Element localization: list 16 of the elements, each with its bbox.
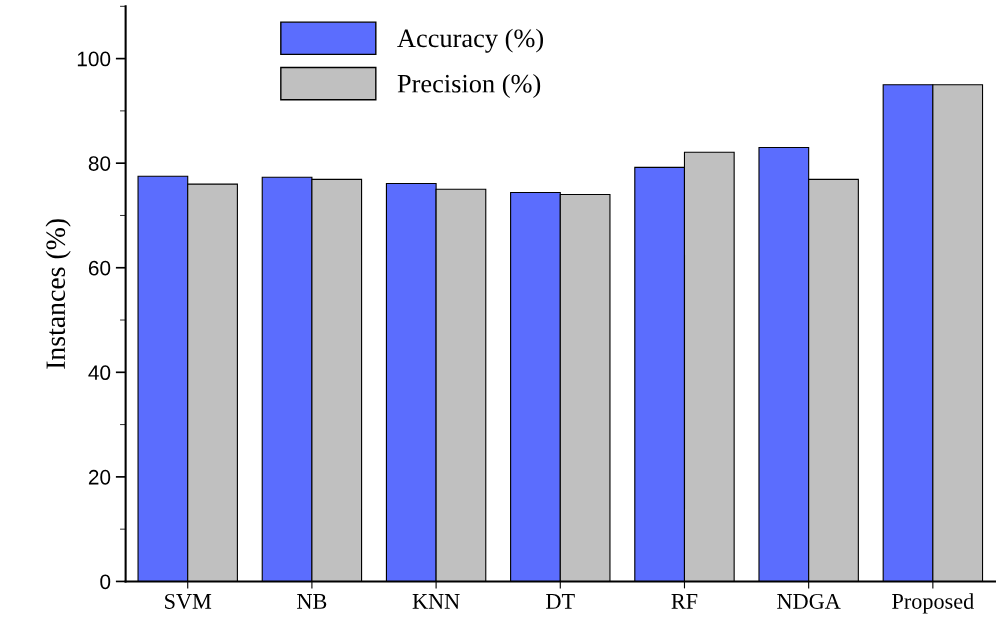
y-tick-label: 0 bbox=[100, 574, 111, 590]
x-tick-label: NDGA bbox=[777, 593, 841, 609]
y-tick-label: 20 bbox=[88, 469, 111, 485]
x-tick-label: Proposed bbox=[892, 593, 974, 614]
y-tick-label: 40 bbox=[88, 365, 111, 381]
x-tick-label: DT bbox=[546, 594, 575, 609]
y-axis-title: Instances (%) bbox=[45, 219, 71, 369]
x-tick-label: KNN bbox=[412, 594, 460, 609]
y-tick-label: 60 bbox=[88, 260, 111, 276]
legend-label: Precision (%) bbox=[397, 74, 541, 98]
x-tick-label: RF bbox=[671, 594, 698, 609]
legend-label: Accuracy (%) bbox=[397, 28, 544, 53]
y-tick-label: 100 bbox=[77, 51, 111, 67]
x-tick-label: SVM bbox=[165, 593, 212, 609]
x-tick-label: NB bbox=[297, 594, 327, 609]
y-tick-label: 80 bbox=[88, 156, 111, 171]
